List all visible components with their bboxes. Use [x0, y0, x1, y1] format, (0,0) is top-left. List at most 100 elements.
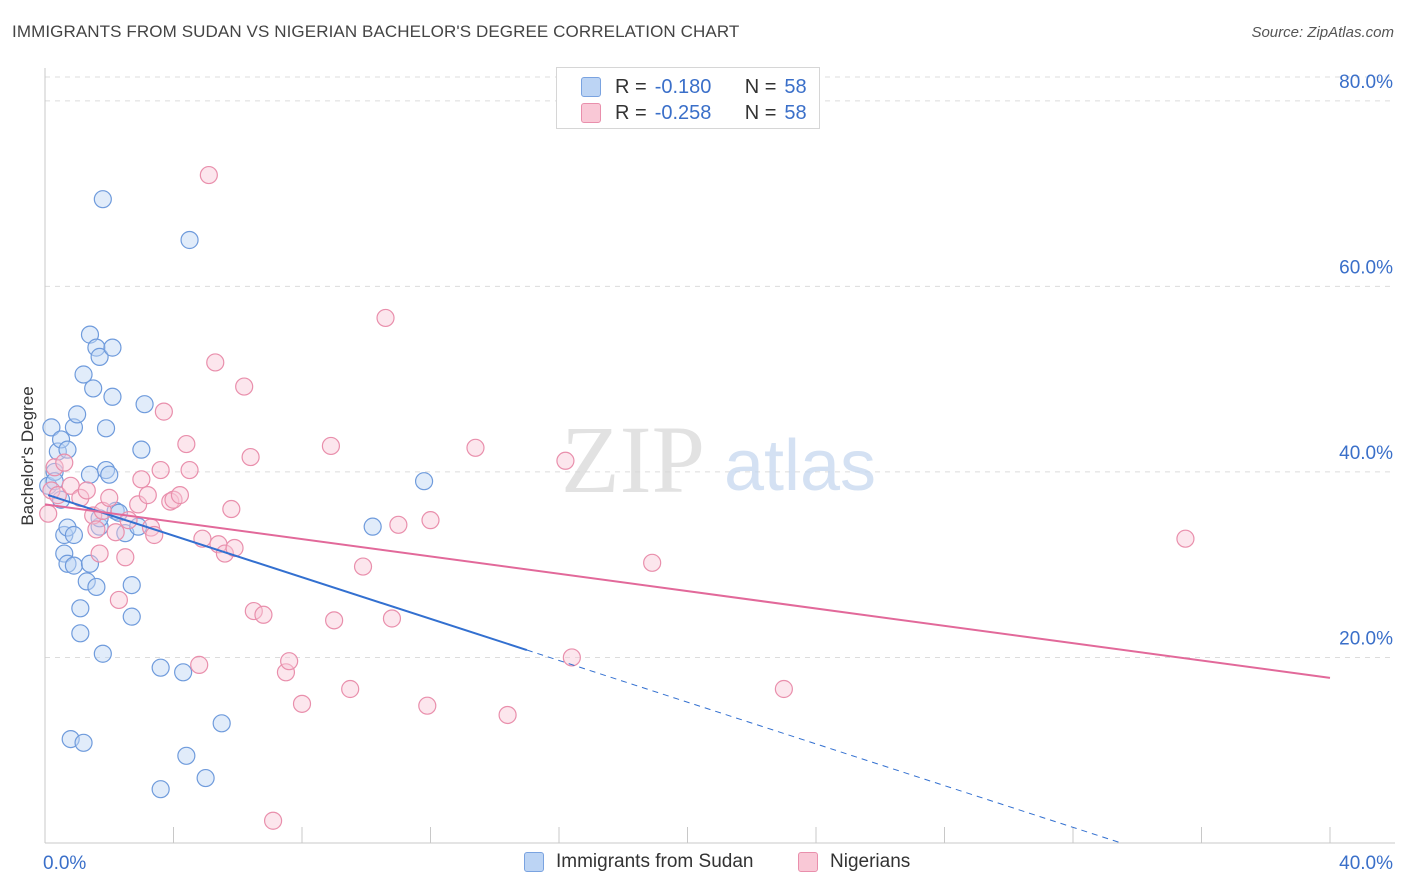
nigerians-point	[215, 544, 234, 563]
nigerians-point	[418, 696, 437, 715]
nigerians-point	[643, 553, 662, 572]
nigerians-point	[562, 648, 581, 667]
r-value: -0.258	[654, 101, 712, 124]
nigerians-point	[161, 492, 180, 511]
sudan-point	[151, 780, 170, 799]
y-tick-label: 40.0%	[1339, 443, 1393, 464]
sudan-point	[87, 577, 106, 597]
chart-title: IMMIGRANTS FROM SUDAN VS NIGERIAN BACHEL…	[12, 22, 740, 41]
watermark-zip: ZIP	[561, 406, 705, 513]
sudan-point	[93, 190, 112, 209]
nigerians-point	[199, 165, 218, 185]
sudan-point	[45, 462, 64, 482]
sudan-point	[180, 230, 199, 250]
legend-row-sudan: R = -0.180 N = 58	[581, 75, 807, 99]
sudan-point	[122, 575, 141, 595]
nigerians-point	[244, 601, 263, 621]
n-value: 58	[784, 75, 807, 98]
nigerians-point	[321, 436, 341, 456]
sudan-point	[174, 663, 193, 682]
sudan-point	[90, 347, 109, 366]
nigerians-point	[87, 520, 106, 539]
nigerians-point	[254, 605, 273, 624]
y-tick-label: 20.0%	[1339, 628, 1393, 649]
nigerians-point	[77, 481, 96, 500]
sudan-trendline	[47, 494, 528, 651]
sudan-point	[64, 556, 84, 575]
nigerians-point	[353, 557, 373, 576]
sudan-point	[74, 733, 93, 752]
sudan-point	[135, 395, 154, 414]
nigerians-point	[1176, 529, 1195, 548]
nigerians-point	[129, 495, 148, 514]
sudan-point	[84, 379, 103, 398]
sudan-point	[103, 387, 122, 406]
n-label: N =	[744, 75, 777, 98]
nigerians-point	[556, 451, 575, 470]
n-label: N =	[744, 101, 777, 124]
nigerians-swatch	[798, 852, 818, 872]
nigerians-point	[376, 308, 395, 328]
nigerians-point	[235, 377, 254, 396]
nigerians-point	[280, 652, 299, 671]
sudan-point	[71, 599, 90, 618]
nigerians-point	[774, 679, 793, 699]
nigerians-point	[206, 353, 225, 372]
nigerians-point	[263, 811, 283, 830]
sudan-point	[51, 430, 71, 449]
nigerians-point	[116, 548, 135, 567]
sudan-point	[132, 440, 151, 459]
sudan-point	[363, 517, 382, 536]
nigerians-point	[389, 515, 408, 534]
nigerians-swatch	[581, 103, 601, 123]
nigerians-point	[100, 488, 119, 507]
sudan-point	[42, 418, 61, 437]
n-value: 58	[784, 101, 807, 124]
legend-row-nigerians: R = -0.258 N = 58	[581, 101, 807, 125]
correlation-legend: R = -0.180 N = 58 R = -0.258 N = 58	[556, 67, 820, 129]
sudan-point	[177, 746, 196, 765]
legend-item-sudan[interactable]: Immigrants from Sudan	[524, 851, 753, 873]
sudan-point	[196, 768, 215, 788]
legend-item-nigerians[interactable]: Nigerians	[798, 851, 910, 873]
nigerians-trendline	[44, 503, 1331, 679]
watermark-atlas: atlas	[724, 426, 876, 506]
series-legend: Immigrants from Sudan Nigerians	[0, 851, 1406, 877]
nigerians-point	[180, 460, 199, 480]
sudan-point	[414, 472, 434, 491]
y-tick-label: 60.0%	[1339, 257, 1393, 278]
r-label: R =	[615, 75, 647, 98]
nigerians-point	[132, 470, 151, 489]
sudan-point	[71, 624, 90, 643]
nigerians-point	[109, 590, 128, 610]
nigerians-point	[292, 694, 312, 713]
sudan-point	[93, 644, 112, 663]
x-tick-label: 0.0%	[43, 853, 86, 874]
nigerians-point	[466, 438, 485, 457]
sudan-point	[80, 465, 100, 484]
nigerians-point	[39, 504, 58, 523]
sudan-point	[55, 544, 74, 563]
r-value: -0.180	[654, 75, 712, 98]
nigerians-point	[138, 486, 157, 505]
sudan-point	[103, 338, 122, 357]
nigerians-point	[190, 655, 209, 674]
sudan-point	[151, 658, 170, 677]
nigerians-point	[241, 447, 260, 467]
nigerians-point	[170, 486, 190, 505]
nigerians-point	[90, 544, 109, 563]
nigerians-point	[45, 458, 64, 477]
sudan-swatch	[524, 852, 544, 872]
sudan-point	[64, 525, 84, 545]
r-label: R =	[615, 101, 647, 124]
sudan-point	[74, 365, 93, 384]
y-tick-label: 80.0%	[1339, 72, 1393, 93]
nigerians-point	[222, 499, 241, 519]
nigerians-point	[421, 511, 440, 530]
legend-label-nigerians: Nigerians	[830, 851, 911, 872]
sudan-point	[58, 554, 77, 573]
nigerians-point	[154, 402, 173, 421]
nigerians-point	[325, 611, 344, 630]
sudan-point	[68, 405, 87, 424]
